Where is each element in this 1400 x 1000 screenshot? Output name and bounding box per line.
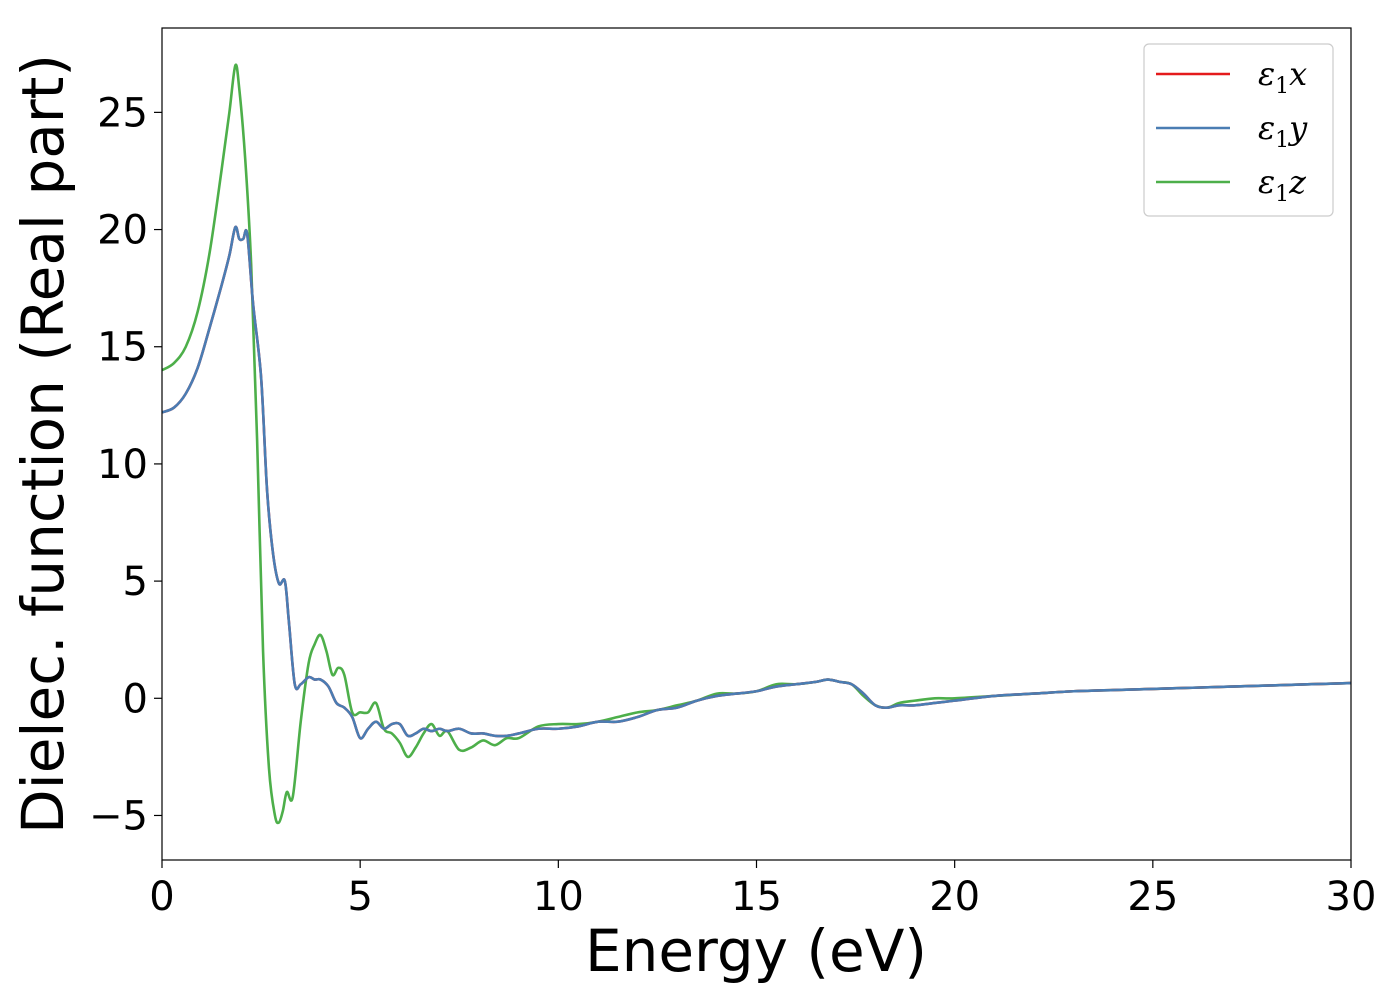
y-axis-ticks: −5 0 5 10 15 20 25 xyxy=(89,90,162,839)
y-tick-label: 20 xyxy=(97,208,148,254)
y-axis-label: Dielec. function (Real part) xyxy=(9,54,77,834)
x-tick-label: 20 xyxy=(929,874,980,920)
legend-subscript: 1 xyxy=(1275,74,1289,99)
x-tick-label: 10 xyxy=(533,874,584,920)
legend-label-x: ε1x xyxy=(1258,55,1307,99)
series-line-x xyxy=(162,225,1351,740)
x-tick-label: 5 xyxy=(347,874,372,920)
x-tick-label: 25 xyxy=(1127,874,1178,920)
legend-label-z: ε1z xyxy=(1258,163,1307,207)
legend-variable: z xyxy=(1288,163,1307,201)
x-tick-label: 30 xyxy=(1326,874,1377,920)
y-tick-label: −5 xyxy=(89,793,148,839)
series-layer xyxy=(162,63,1351,825)
series-line-y xyxy=(162,225,1351,740)
legend-epsilon: ε xyxy=(1258,55,1275,93)
legend-subscript: 1 xyxy=(1275,128,1289,153)
legend-label-y: ε1y xyxy=(1258,109,1308,153)
legend-subscript: 1 xyxy=(1275,182,1289,207)
x-tick-label: 0 xyxy=(149,874,174,920)
legend-variable: y xyxy=(1287,109,1308,147)
y-tick-label: 15 xyxy=(97,325,148,371)
x-axis-label: Energy (eV) xyxy=(585,917,927,985)
x-axis-ticks: 0 5 10 15 20 25 30 xyxy=(149,860,1376,920)
y-tick-label: 25 xyxy=(97,90,148,136)
legend-variable: x xyxy=(1289,55,1307,93)
legend-epsilon: ε xyxy=(1258,163,1275,201)
x-tick-label: 15 xyxy=(731,874,782,920)
legend-box xyxy=(1143,43,1334,217)
y-tick-label: 10 xyxy=(97,442,148,488)
y-tick-label: 0 xyxy=(123,676,148,722)
y-tick-label: 5 xyxy=(123,559,148,605)
legend-epsilon: ε xyxy=(1258,109,1275,147)
